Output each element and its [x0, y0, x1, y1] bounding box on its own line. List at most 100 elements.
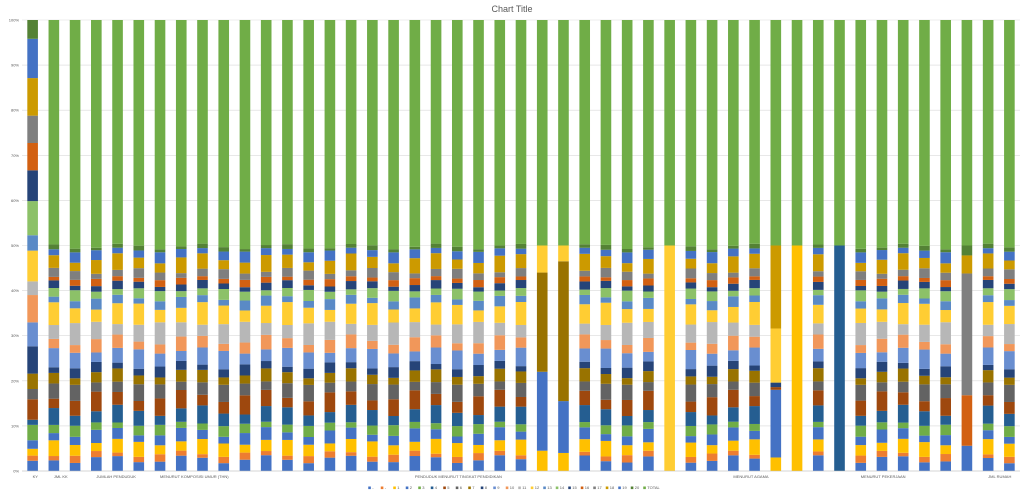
bar-segment: [324, 260, 336, 274]
bar-segment: [728, 407, 739, 422]
bar-segment: [367, 368, 378, 375]
bar-segment: [919, 462, 930, 471]
bar-segment: [643, 351, 654, 362]
bar-segment: [91, 442, 102, 452]
bar-segment: [536, 20, 548, 246]
bar-segment: [685, 278, 697, 283]
bar-segment: [1004, 300, 1015, 306]
bar-segment: [282, 439, 293, 456]
legend-item: 14: [555, 485, 565, 490]
bar-segment: [834, 245, 845, 471]
bar-segment: [579, 451, 591, 456]
bar-segment: [175, 369, 187, 382]
bar-segment: [473, 396, 484, 416]
bar-segment: [27, 281, 38, 296]
bar-segment: [919, 401, 930, 412]
bar-segment: [197, 439, 208, 455]
bar-segment: [579, 390, 591, 406]
bar-segment: [706, 263, 718, 274]
bar-segment: [473, 444, 484, 454]
bar-segment: [600, 20, 612, 245]
bar-segment: [1004, 426, 1015, 437]
bar-segment: [239, 291, 251, 301]
bar-segment: [579, 405, 591, 423]
bar-segment: [388, 290, 399, 302]
legend-label: 8: [485, 485, 488, 490]
bar-segment: [897, 334, 909, 348]
bar-segment: [728, 290, 739, 297]
bar-segment: [367, 348, 378, 369]
bar-segment: [197, 347, 208, 365]
bar-segment: [260, 248, 272, 256]
bar-segment: [728, 277, 739, 284]
bar-segment: [239, 452, 251, 460]
bar-segment: [515, 20, 527, 244]
bar-segment: [515, 243, 527, 249]
bar-segment: [91, 457, 102, 471]
bar-segment: [218, 260, 230, 270]
bar-segment: [706, 291, 718, 302]
bar-segment: [388, 445, 399, 455]
bar-segment: [451, 412, 463, 427]
category-label: KY: [33, 474, 39, 479]
bar-segment: [494, 272, 506, 278]
bar-segment: [685, 304, 697, 325]
legend-item: 5: [443, 485, 450, 490]
legend-swatch: [593, 486, 596, 490]
bar-segment: [345, 20, 357, 245]
bar-segment: [409, 456, 421, 471]
bar-segment: [855, 279, 867, 286]
bar-segment: [579, 381, 591, 391]
legend-label: 12: [535, 485, 540, 490]
bar-segment: [218, 299, 230, 306]
legend-label: -: [372, 485, 374, 490]
bar-segment: [48, 325, 60, 339]
bar-segment: [728, 296, 739, 307]
bar-segment: [260, 276, 272, 283]
bar-segment: [239, 423, 251, 434]
bar-segment: [940, 280, 951, 288]
bar-segment: [621, 455, 633, 463]
bar-segment: [260, 439, 272, 452]
bar-segment: [940, 424, 951, 436]
bar-segment: [430, 364, 442, 370]
legend-label: 4: [435, 485, 438, 490]
bar-segment: [451, 350, 463, 370]
legend-swatch: [630, 486, 634, 490]
bar-segment: [919, 442, 930, 457]
bar-segment: [27, 78, 38, 116]
bar-segment: [940, 384, 951, 399]
bar-segment: [621, 263, 633, 272]
bar-segment: [600, 256, 612, 268]
bar-segment: [876, 338, 888, 353]
bar-segment: [876, 429, 888, 443]
bar-segment: [303, 307, 314, 324]
bar-segment: [621, 344, 633, 354]
bar-segment: [855, 415, 867, 426]
bar-segment: [961, 395, 973, 446]
bar-segment: [430, 457, 442, 471]
bar-segment: [643, 410, 654, 423]
bar-segment: [749, 295, 760, 302]
bar-segment: [260, 406, 272, 422]
bar-segment: [27, 399, 38, 420]
bar-segment: [367, 277, 378, 282]
bars: [27, 20, 1015, 471]
bar-segment: [685, 298, 697, 305]
bar-segment: [685, 436, 697, 443]
bar-segment: [600, 383, 612, 400]
bar-segment: [154, 366, 166, 378]
bar-segment: [855, 368, 867, 379]
bar-segment: [451, 426, 463, 437]
legend-label: 13: [547, 485, 552, 490]
bar-segment: [919, 435, 930, 443]
legend-label: 14: [560, 485, 565, 490]
bar-segment: [409, 278, 421, 286]
legend-swatch: [380, 486, 384, 490]
legend-swatch: [518, 486, 521, 490]
bar-segment: [494, 290, 506, 296]
bar-segment: [579, 368, 591, 382]
bar-segment: [260, 323, 272, 335]
bar-segment: [515, 347, 527, 367]
bar-segment: [791, 245, 803, 471]
